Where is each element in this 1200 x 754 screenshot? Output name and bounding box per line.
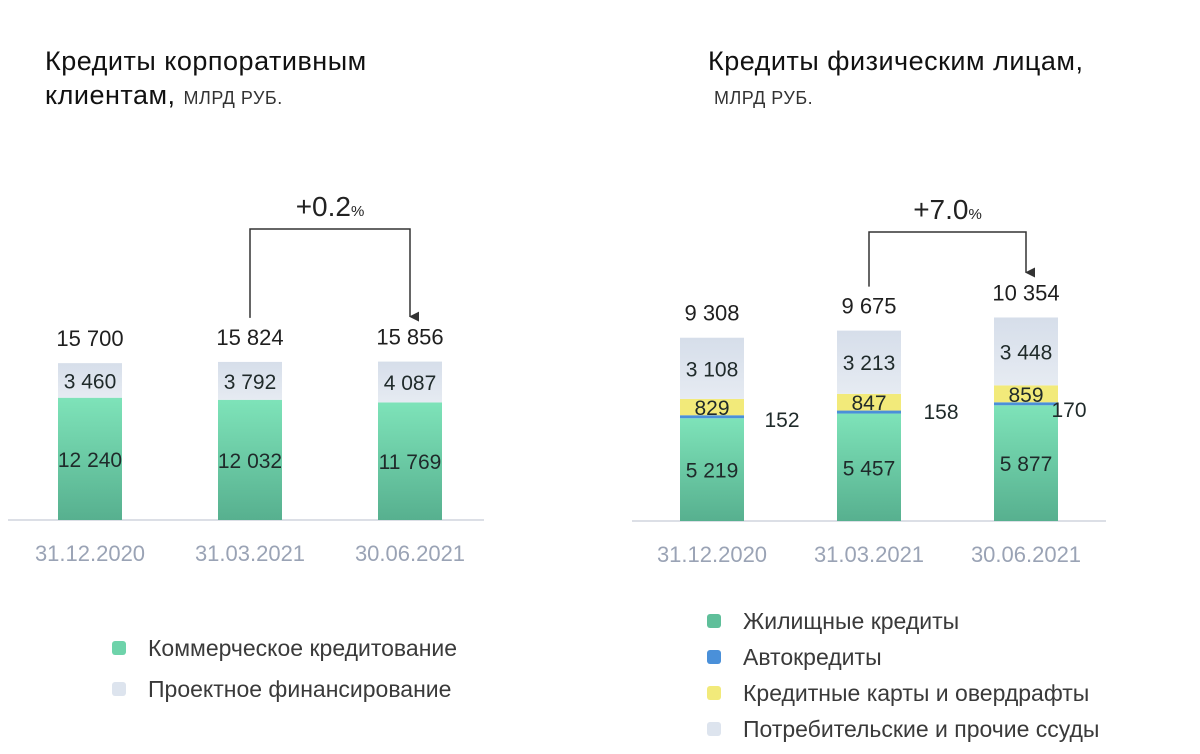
data-label-retail-s2-2: 859 <box>1008 384 1043 407</box>
data-label-retail-s2-0: 829 <box>694 397 729 420</box>
category-label-corporate-0: 31.12.2020 <box>35 541 145 566</box>
right-title-unit: МЛРД РУБ. <box>714 88 814 108</box>
legend-swatch <box>707 722 721 736</box>
growth-value: +0.2 <box>296 191 351 222</box>
bar-retail-s2-2 <box>994 385 1058 403</box>
legend-item-auto: Автокредиты <box>707 639 1099 675</box>
category-label-retail-0: 31.12.2020 <box>657 542 767 567</box>
total-label-retail-2: 10 354 <box>992 280 1059 305</box>
legend-label: Кредитные карты и овердрафты <box>743 679 1090 706</box>
bar-retail-s1-0 <box>680 415 744 419</box>
left-title-line1: Кредиты корпоративным <box>45 46 367 76</box>
right-legend: Жилищные кредиты Автокредиты Кредитные к… <box>707 603 1099 747</box>
left-legend: Коммерческое кредитование Проектное фина… <box>112 630 457 707</box>
right-chart-title: Кредиты физическим лицам, МЛРД РУБ. <box>708 44 1083 115</box>
category-label-retail-2: 30.06.2021 <box>971 542 1081 567</box>
bar-corporate-s1-2 <box>378 361 442 403</box>
growth-percent-sign: % <box>968 206 981 223</box>
bar-retail-s1-2 <box>994 402 1058 406</box>
data-label-corporate-s1-2: 4 087 <box>384 372 437 395</box>
data-label-corporate-s0-1: 12 032 <box>218 450 282 473</box>
data-label-retail-s1-0: 152 <box>764 409 799 432</box>
bar-retail-s2-1 <box>837 393 901 411</box>
bar-corporate-s1-1 <box>218 361 282 400</box>
data-label-corporate-s1-0: 3 460 <box>64 370 117 393</box>
legend-label: Коммерческое кредитование <box>148 634 458 661</box>
legend-item-cards: Кредитные карты и овердрафты <box>707 675 1099 711</box>
bar-corporate-s0-0 <box>58 397 122 520</box>
growth-value: +7.0 <box>913 194 968 225</box>
left-title-line2: клиентам, <box>45 80 176 110</box>
growth-arrow-retail <box>868 231 1035 287</box>
growth-annotation-corporate: +0.2% <box>296 191 365 222</box>
legend-swatch <box>707 686 721 700</box>
bar-retail-s0-0 <box>680 418 744 521</box>
legend-item-mortgage: Жилищные кредиты <box>707 603 1099 639</box>
category-label-corporate-2: 30.06.2021 <box>355 541 465 566</box>
total-label-retail-1: 9 675 <box>841 294 896 319</box>
data-label-retail-s1-1: 158 <box>923 401 958 424</box>
category-label-retail-1: 31.03.2021 <box>814 542 924 567</box>
legend-swatch <box>112 641 126 655</box>
legend-item-project: Проектное финансирование <box>112 671 457 707</box>
legend-swatch <box>707 650 721 664</box>
bar-retail-s0-1 <box>837 413 901 521</box>
bar-retail-s0-2 <box>994 405 1058 521</box>
bar-corporate-s0-1 <box>218 399 282 520</box>
growth-percent-sign: % <box>351 203 364 220</box>
left-chart-title: Кредиты корпоративным клиентам, МЛРД РУБ… <box>45 44 367 115</box>
legend-swatch <box>112 682 126 696</box>
legend-label: Потребительские и прочие ссуды <box>743 715 1100 742</box>
data-label-retail-s3-1: 3 213 <box>843 352 896 375</box>
legend-label: Жилищные кредиты <box>743 607 960 634</box>
data-label-corporate-s0-0: 12 240 <box>58 449 122 472</box>
bar-retail-s3-1 <box>837 330 901 394</box>
total-label-corporate-0: 15 700 <box>56 326 123 351</box>
data-label-corporate-s0-2: 11 769 <box>379 451 442 474</box>
data-label-corporate-s1-1: 3 792 <box>224 371 277 394</box>
total-label-retail-0: 9 308 <box>684 301 739 326</box>
bar-retail-s2-0 <box>680 398 744 416</box>
data-label-retail-s0-2: 5 877 <box>1000 453 1053 476</box>
data-label-retail-s1-2: 170 <box>1051 399 1086 422</box>
legend-item-consumer: Потребительские и прочие ссуды <box>707 711 1099 747</box>
legend-label: Проектное финансирование <box>148 675 452 702</box>
data-label-retail-s3-0: 3 108 <box>686 358 739 381</box>
bar-retail-s3-2 <box>994 317 1058 386</box>
total-label-corporate-2: 15 856 <box>376 325 443 350</box>
bar-corporate-s1-0 <box>58 363 122 398</box>
bar-retail-s3-0 <box>680 337 744 399</box>
growth-annotation-retail: +7.0% <box>913 194 982 225</box>
total-label-corporate-1: 15 824 <box>216 325 283 350</box>
legend-label: Автокредиты <box>743 643 882 670</box>
growth-arrow-corporate <box>249 228 419 322</box>
bar-retail-s1-1 <box>837 410 901 414</box>
right-title-line1: Кредиты физическим лицам, <box>708 46 1084 76</box>
bar-corporate-s0-2 <box>378 402 442 520</box>
data-label-retail-s3-2: 3 448 <box>1000 341 1053 364</box>
data-label-retail-s2-1: 847 <box>851 392 886 415</box>
category-label-corporate-1: 31.03.2021 <box>195 541 305 566</box>
legend-item-commercial: Коммерческое кредитование <box>112 630 457 666</box>
left-title-unit: МЛРД РУБ. <box>183 88 283 108</box>
legend-swatch <box>707 614 721 628</box>
data-label-retail-s0-0: 5 219 <box>686 460 739 483</box>
data-label-retail-s0-1: 5 457 <box>843 457 896 480</box>
